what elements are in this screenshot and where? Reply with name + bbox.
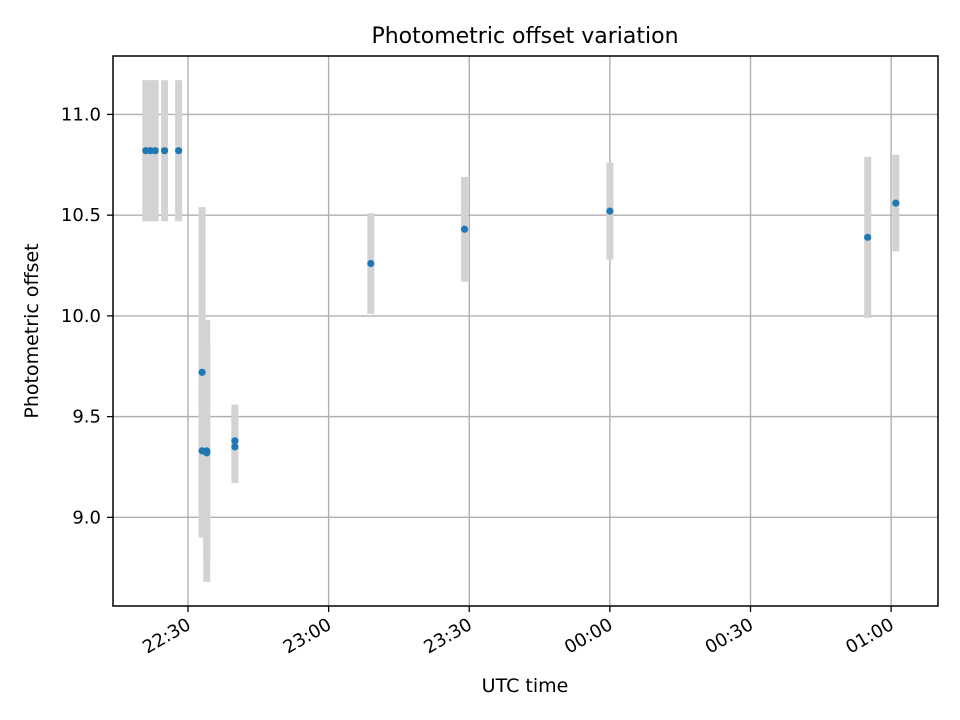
data-point	[367, 259, 375, 268]
x-tick-label: 00:30	[702, 614, 757, 658]
data-point	[203, 449, 211, 457]
x-tick-label: 23:00	[280, 614, 335, 658]
x-tick-label: 01:00	[842, 614, 897, 658]
data-point	[151, 147, 159, 155]
data-point	[231, 443, 239, 451]
y-tick-label: 10.0	[61, 306, 101, 327]
data-point	[460, 225, 469, 233]
data-points	[142, 147, 900, 457]
grid-lines	[113, 56, 938, 606]
data-point	[864, 233, 872, 241]
data-point	[231, 437, 239, 445]
x-tick-label: 00:00	[561, 614, 616, 658]
data-point	[606, 207, 614, 215]
plot-frame	[112, 55, 939, 607]
y-tick-label: 9.5	[72, 407, 101, 428]
chart-title: Photometric offset variation	[371, 24, 678, 49]
data-point	[160, 147, 169, 155]
error-bars	[142, 80, 900, 582]
data-point	[892, 199, 900, 207]
y-tick-label: 11.0	[61, 104, 101, 125]
x-tick-label: 22:30	[139, 614, 194, 658]
y-tick-label: 9.0	[72, 507, 101, 528]
y-axis: 9.0 9.5 10.0 10.5 11.0	[61, 104, 113, 528]
x-axis: 22:30 23:00 23:30 00:00 00:30 01:00	[139, 606, 898, 658]
x-axis-label: UTC time	[482, 675, 569, 697]
y-tick-label: 10.5	[61, 205, 101, 226]
data-point	[198, 368, 206, 376]
y-axis-label: Photometric offset	[21, 243, 43, 418]
data-point	[175, 147, 183, 155]
x-tick-label: 23:30	[420, 614, 475, 658]
